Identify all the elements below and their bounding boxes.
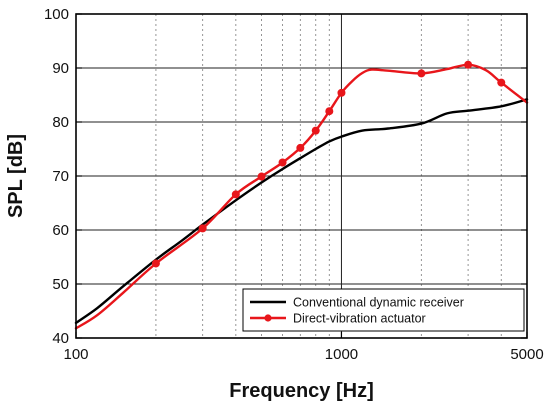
x-tick-label: 1000 [325,346,358,363]
series-point-direct-vibration [464,60,473,69]
y-tick-label: 50 [52,276,69,293]
legend-box [242,288,525,332]
series-point-direct-vibration [231,190,240,199]
series-point-direct-vibration [151,259,160,268]
series-line-conventional [74,98,529,325]
legend-marker-direct-vibration [264,314,272,322]
x-tick-label: 100 [63,346,88,363]
series-point-direct-vibration [417,69,426,78]
y-tick-label: 100 [44,6,69,23]
series-layer [74,60,529,330]
y-axis-title: SPL [dB] [5,134,27,218]
legend: Conventional dynamic receiver Direct-vib… [242,288,525,332]
series-line-direct-vibration [74,63,529,330]
y-tick-label: 60 [52,222,69,239]
legend-label-direct-vibration: Direct-vibration actuator [293,312,426,326]
y-tick-label: 80 [52,114,69,131]
series-point-direct-vibration [296,143,305,152]
x-tick-labels: 100 1000 5000 [63,346,543,363]
legend-label-conventional: Conventional dynamic receiver [293,296,464,310]
series-point-direct-vibration [278,158,287,167]
series-point-direct-vibration [198,224,207,233]
tick-marks [75,13,528,339]
series-point-direct-vibration [337,88,346,97]
series-point-direct-vibration [497,78,506,87]
series-point-direct-vibration [257,172,266,181]
y-tick-labels: 40 50 60 70 80 90 100 [44,6,69,347]
x-axis-title: Frequency [Hz] [229,380,373,402]
y-tick-label: 90 [52,60,69,77]
series-point-direct-vibration [311,126,320,135]
x-tick-label: 5000 [510,346,543,363]
series-point-direct-vibration [325,107,334,116]
y-tick-label: 40 [52,330,69,347]
y-tick-label: 70 [52,168,69,185]
